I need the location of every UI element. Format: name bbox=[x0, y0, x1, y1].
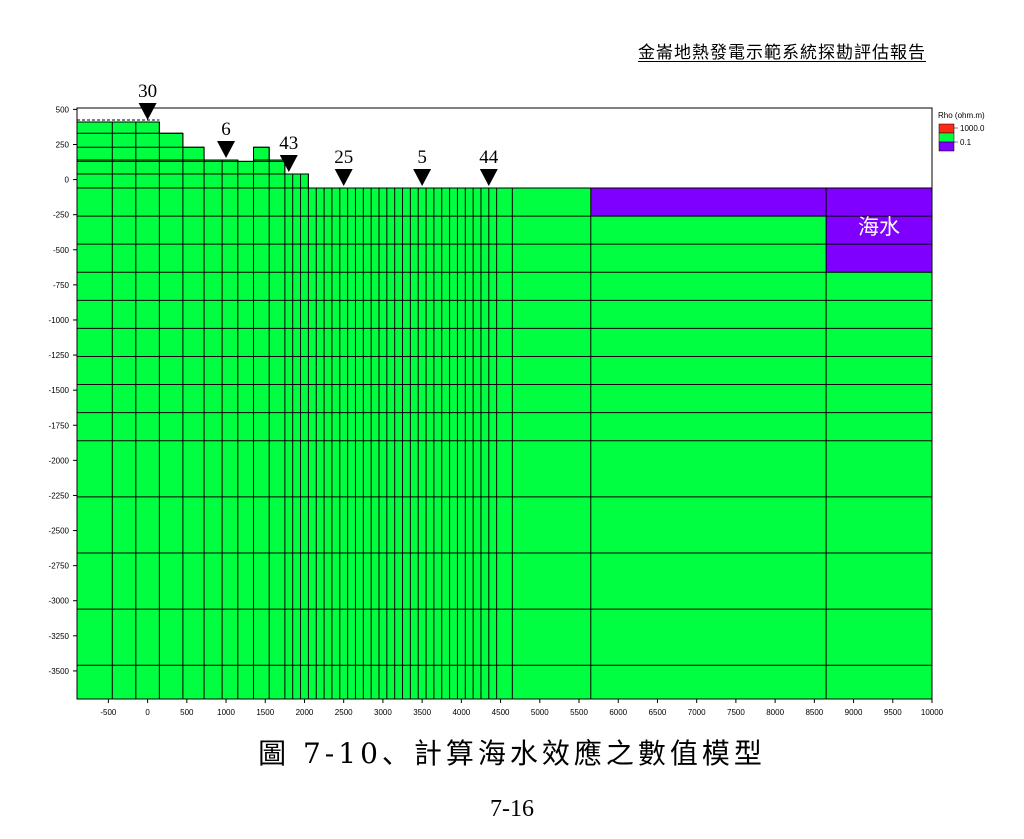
legend: Rho (ohm.m) 1000.0 0.1 bbox=[938, 111, 985, 152]
axes: -500 0 500 1000 1500 2000 2500 3000 3500 4000 4500… bbox=[49, 105, 944, 717]
station-marker-3 bbox=[334, 169, 353, 187]
y-tick-label: -250 bbox=[53, 211, 70, 220]
x-tick-label: 500 bbox=[180, 708, 194, 717]
y-tick-label: -1250 bbox=[49, 351, 70, 360]
x-tick-label: 4000 bbox=[452, 708, 470, 717]
x-tick-label: 7500 bbox=[727, 708, 745, 717]
y-tick-label: -3500 bbox=[49, 667, 70, 676]
y-tick-label: -2250 bbox=[49, 491, 70, 500]
seawater-block-0 bbox=[590, 188, 827, 217]
x-tick-label: 2500 bbox=[335, 708, 353, 717]
station-label: 30 bbox=[138, 81, 157, 102]
y-tick-label: -1000 bbox=[49, 316, 70, 325]
station-markers: 30 6 43 25 5 44 bbox=[138, 81, 499, 187]
seawater-block-1 bbox=[826, 188, 932, 273]
x-tick-label: 6500 bbox=[649, 708, 667, 717]
x-tick-label: 8500 bbox=[805, 708, 823, 717]
y-tick-label: -3250 bbox=[49, 632, 70, 641]
x-tick-label: 8000 bbox=[766, 708, 784, 717]
station-marker-4 bbox=[413, 169, 432, 187]
station-marker-1 bbox=[217, 140, 236, 158]
y-tick-label: -2750 bbox=[49, 562, 70, 571]
station-label: 5 bbox=[417, 147, 427, 168]
x-tick-label: 9500 bbox=[884, 708, 902, 717]
legend-label: 1000.0 bbox=[960, 124, 985, 133]
model-block-7 bbox=[284, 173, 309, 699]
plot-frame bbox=[76, 107, 933, 700]
model-block-2 bbox=[182, 147, 205, 700]
x-tick-label: 5500 bbox=[570, 708, 588, 717]
station-label: 43 bbox=[279, 133, 298, 154]
y-tick-label: 0 bbox=[65, 176, 70, 185]
model-block-5 bbox=[253, 147, 270, 700]
station-label: 44 bbox=[479, 147, 499, 168]
y-tick-label: -750 bbox=[53, 281, 70, 290]
y-tick-label: 500 bbox=[56, 105, 70, 114]
y-tick-label: -3000 bbox=[49, 597, 70, 606]
y-tick-label: -1750 bbox=[49, 421, 70, 430]
x-tick-label: 1000 bbox=[217, 708, 235, 717]
y-tick-label: -2500 bbox=[49, 527, 70, 536]
y-tick-label: -1500 bbox=[49, 386, 70, 395]
legend-swatch-2 bbox=[938, 141, 955, 152]
figure-caption: 圖 7-10、計算海水效應之數值模型 bbox=[258, 737, 766, 770]
station-marker-0 bbox=[138, 103, 157, 121]
x-tick-label: 10000 bbox=[921, 708, 944, 717]
resistivity-model-chart: 海水 -500 0 500 1000 1500 2000 2500 3000 3500 4000 4… bbox=[49, 81, 985, 717]
plot-area: 海水 bbox=[77, 119, 933, 700]
surface-outline bbox=[77, 121, 932, 189]
x-tick-label: 3500 bbox=[413, 708, 431, 717]
model-block-6 bbox=[269, 159, 285, 699]
model-block-1 bbox=[159, 133, 183, 699]
report-header: 金崙地熱發電示範系統探勘評估報告 bbox=[638, 43, 926, 63]
x-tick-label: 5000 bbox=[531, 708, 549, 717]
x-tick-label: 1500 bbox=[256, 708, 274, 717]
seawater-label: 海水 bbox=[858, 215, 900, 239]
y-tick-label: -500 bbox=[53, 246, 70, 255]
station-label: 25 bbox=[334, 147, 353, 168]
x-tick-label: 3000 bbox=[374, 708, 392, 717]
x-tick-label: 0 bbox=[145, 708, 150, 717]
x-tick-label: 6000 bbox=[609, 708, 627, 717]
x-tick-label: 2000 bbox=[296, 708, 314, 717]
x-tick-label: 7000 bbox=[688, 708, 706, 717]
model-block-0 bbox=[77, 122, 160, 699]
legend-title: Rho (ohm.m) bbox=[938, 111, 985, 120]
legend-label: 0.1 bbox=[960, 138, 972, 147]
x-tick-label: 4500 bbox=[492, 708, 510, 717]
x-tick-label: -500 bbox=[100, 708, 117, 717]
y-tick-label: -2000 bbox=[49, 456, 70, 465]
station-marker-5 bbox=[479, 169, 498, 187]
page-number: 7-16 bbox=[490, 796, 534, 822]
model-block-4 bbox=[237, 161, 254, 699]
model-block-8 bbox=[308, 188, 933, 699]
x-tick-label: 9000 bbox=[845, 708, 863, 717]
station-marker-2 bbox=[279, 154, 298, 172]
model-block-3 bbox=[204, 159, 238, 699]
y-tick-label: 250 bbox=[56, 140, 70, 149]
legend-swatch-0 bbox=[938, 123, 955, 134]
station-label: 6 bbox=[221, 119, 231, 140]
legend-swatch-1 bbox=[938, 132, 955, 143]
